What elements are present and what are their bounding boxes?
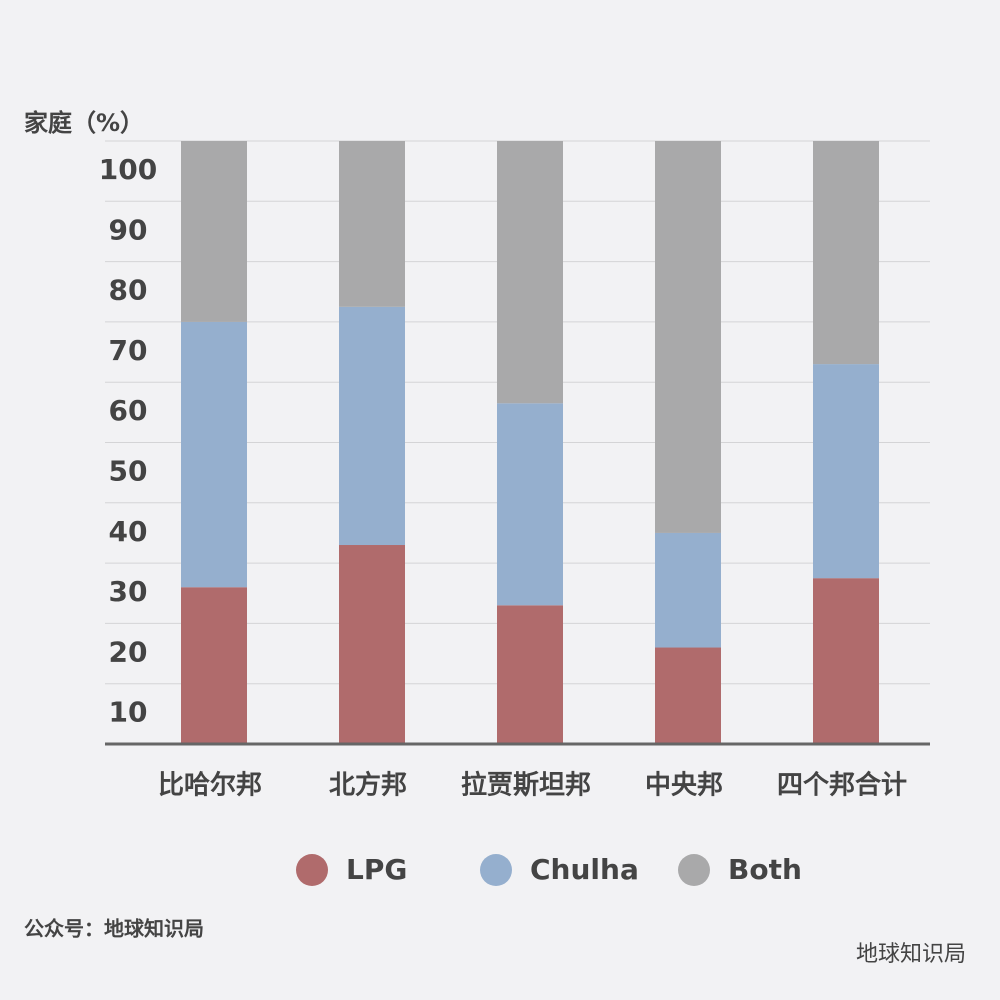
y-tick-label: 80 bbox=[109, 274, 148, 307]
legend-label: Both bbox=[728, 853, 802, 886]
x-tick-label: 拉贾斯坦邦 bbox=[461, 770, 591, 801]
legend-marker bbox=[678, 854, 710, 886]
bar-segment bbox=[339, 141, 405, 307]
y-tick-label: 100 bbox=[99, 153, 157, 186]
bar-segment bbox=[497, 605, 563, 744]
bar-segment bbox=[655, 532, 721, 648]
bar-segment bbox=[497, 403, 563, 606]
watermark: 地球知识局 bbox=[856, 942, 966, 967]
x-tick-label: 四个邦合计 bbox=[777, 770, 907, 801]
y-tick-label: 60 bbox=[109, 394, 148, 427]
bar-segment bbox=[497, 141, 563, 404]
legend-label: LPG bbox=[346, 853, 407, 886]
bar-segment bbox=[181, 321, 247, 588]
bar-segment bbox=[813, 141, 879, 365]
bar-segment bbox=[339, 545, 405, 744]
x-tick-label: 比哈尔邦 bbox=[158, 770, 262, 801]
x-tick-label: 中央邦 bbox=[645, 771, 723, 801]
bar-segment bbox=[181, 141, 247, 322]
y-tick-label: 90 bbox=[109, 213, 148, 246]
y-tick-label: 50 bbox=[109, 455, 148, 488]
y-tick-label: 30 bbox=[109, 575, 148, 608]
source: 公众号：地球知识局 bbox=[24, 917, 204, 941]
bar-segment bbox=[181, 587, 247, 744]
bar-segment bbox=[813, 364, 879, 579]
y-tick-label: 20 bbox=[109, 635, 148, 668]
y-axis-label: 家庭（%） bbox=[24, 109, 144, 137]
x-tick-label: 北方邦 bbox=[329, 770, 407, 801]
bar-segment bbox=[655, 647, 721, 744]
bar-segment bbox=[813, 578, 879, 744]
y-tick-label: 70 bbox=[109, 334, 148, 367]
legend-marker bbox=[296, 854, 328, 886]
bar-segment bbox=[655, 141, 721, 533]
bar-segment bbox=[339, 306, 405, 546]
y-tick-label: 10 bbox=[109, 696, 148, 729]
legend-label: Chulha bbox=[530, 853, 639, 886]
legend-marker bbox=[480, 854, 512, 886]
y-tick-label: 40 bbox=[109, 515, 148, 548]
